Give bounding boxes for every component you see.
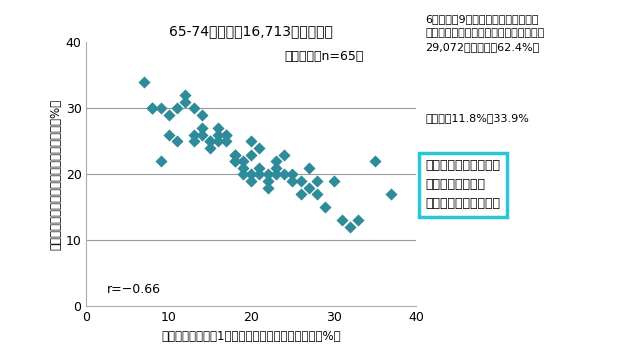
Point	[164, 112, 174, 118]
Point	[188, 132, 198, 138]
Text: 転倒率：11.8%～33.9%: 転倒率：11.8%～33.9%	[426, 113, 529, 123]
Point	[188, 138, 198, 144]
Point	[246, 152, 257, 158]
X-axis label: スポーツ組織に週1回以上参加している者の割合（%）: スポーツ組織に週1回以上参加している者の割合（%）	[161, 330, 341, 343]
Point	[213, 138, 223, 144]
Point	[172, 138, 182, 144]
Point	[230, 158, 240, 164]
Y-axis label: 過去１年間に転倒歴１回以上の者の割合（%）: 過去１年間に転倒歴１回以上の者の割合（%）	[50, 99, 63, 250]
Point	[254, 145, 264, 151]
Point	[296, 178, 306, 184]
Point	[230, 152, 240, 158]
Point	[262, 185, 273, 190]
Point	[304, 185, 314, 190]
Point	[254, 172, 264, 177]
Point	[246, 178, 257, 184]
Point	[196, 125, 207, 131]
Point	[180, 99, 191, 105]
Point	[230, 158, 240, 164]
Point	[221, 132, 232, 138]
Point	[147, 105, 157, 111]
Point	[328, 178, 339, 184]
Point	[147, 105, 157, 111]
Point	[180, 92, 191, 98]
Point	[304, 165, 314, 171]
Text: 6保険者（9市町村）の要介護認定を
受けていない人への郵送調査に回答した
29,072人（回収率62.4%）: 6保険者（9市町村）の要介護認定を 受けていない人への郵送調査に回答した 29,…	[426, 14, 545, 52]
Point	[287, 178, 298, 184]
Text: r=−0.66: r=−0.66	[107, 283, 161, 296]
Point	[221, 132, 232, 138]
Point	[188, 105, 198, 111]
Point	[205, 138, 215, 144]
Point	[287, 172, 298, 177]
Point	[172, 105, 182, 111]
Point	[271, 158, 281, 164]
Point	[312, 191, 323, 197]
Point	[164, 132, 174, 138]
Point	[254, 165, 264, 171]
Point	[262, 172, 273, 177]
Title: 65-74歳の者（16,713人）に限定: 65-74歳の者（16,713人）に限定	[169, 24, 333, 39]
Point	[246, 172, 257, 177]
Point	[238, 165, 248, 171]
Text: 小学校区（n=65）: 小学校区（n=65）	[284, 50, 364, 63]
Point	[196, 112, 207, 118]
Point	[196, 132, 207, 138]
Text: スポーツ組織参加率が
高い小学校区では
転倒者の割合が少ない: スポーツ組織参加率が 高い小学校区では 転倒者の割合が少ない	[426, 159, 500, 210]
Point	[345, 224, 355, 230]
Point	[337, 218, 347, 223]
Point	[156, 105, 166, 111]
Point	[238, 172, 248, 177]
Point	[271, 172, 281, 177]
Point	[279, 172, 289, 177]
Point	[279, 152, 289, 158]
Point	[221, 138, 232, 144]
Point	[156, 158, 166, 164]
Point	[262, 178, 273, 184]
Point	[213, 125, 223, 131]
Point	[312, 178, 323, 184]
Point	[230, 152, 240, 158]
Point	[246, 138, 257, 144]
Point	[213, 132, 223, 138]
Point	[205, 145, 215, 151]
Point	[370, 158, 380, 164]
Point	[271, 165, 281, 171]
Point	[205, 138, 215, 144]
Point	[238, 158, 248, 164]
Point	[353, 218, 364, 223]
Point	[320, 205, 330, 210]
Point	[139, 79, 149, 85]
Point	[296, 191, 306, 197]
Point	[386, 191, 396, 197]
